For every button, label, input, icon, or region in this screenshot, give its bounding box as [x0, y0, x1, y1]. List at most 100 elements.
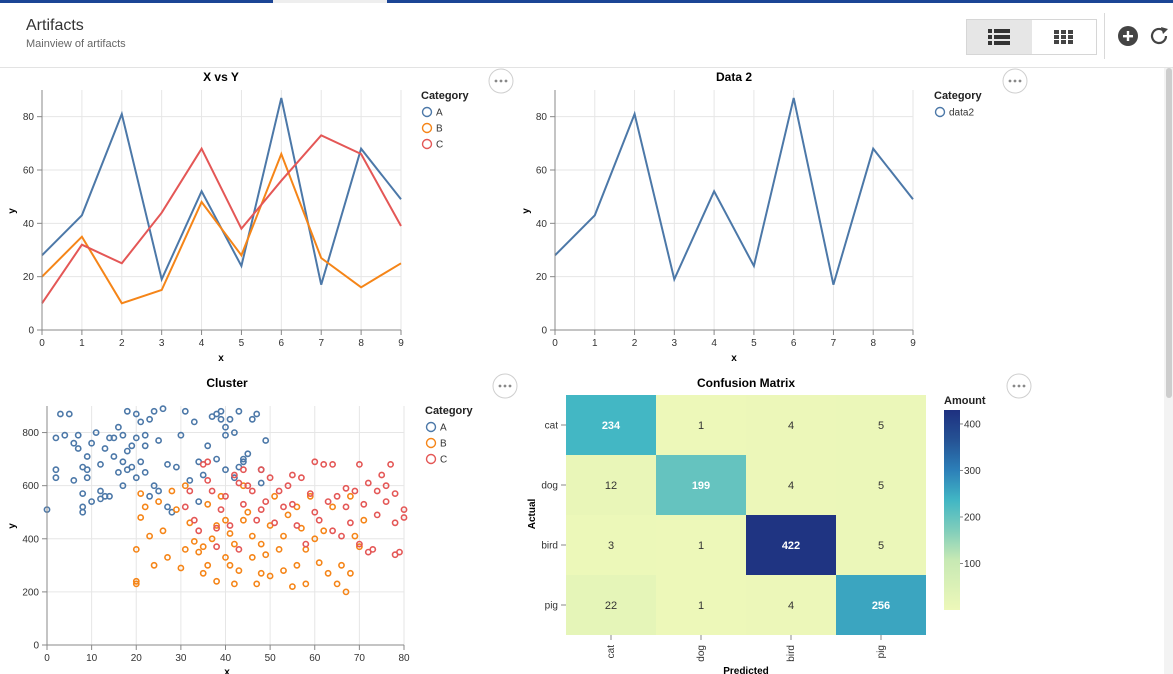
x-tick-label: 8 — [870, 338, 876, 349]
legend-label: B — [436, 124, 443, 135]
scatter-point-A — [230, 474, 238, 482]
scatter-point-C — [391, 490, 399, 497]
scatter-point-C — [239, 466, 247, 474]
scatter-point-A — [128, 463, 136, 471]
series-line-data2 — [554, 97, 914, 285]
y-tick-label: 20 — [23, 272, 35, 283]
scatter-point-B — [150, 561, 158, 569]
scatter-point-A — [123, 407, 131, 415]
scatter-point-A — [70, 439, 78, 447]
scatter-point-C — [213, 524, 220, 532]
scatter-point-B — [137, 490, 145, 497]
x-tick-label: 3 — [159, 338, 165, 349]
scatter-point-A — [164, 503, 171, 511]
scatter-point-C — [329, 460, 336, 468]
x-tick-label: 80 — [398, 653, 410, 664]
scatter-point-A — [92, 429, 100, 436]
chart-menu-button[interactable] — [492, 373, 518, 399]
scatter-point-B — [204, 500, 212, 508]
series-line-A — [41, 97, 402, 285]
x-tick-label: 20 — [131, 653, 143, 664]
scatter-point-B — [275, 545, 283, 553]
chart-series — [41, 97, 402, 305]
y-tick-label: 800 — [22, 428, 39, 439]
grid-icon — [1053, 30, 1073, 44]
y-axis-label: y — [7, 523, 18, 529]
legend-title: Category — [425, 405, 474, 417]
x-tick-label: 40 — [220, 653, 232, 664]
heatmap-value: 4 — [788, 600, 794, 612]
scatter-point-B — [244, 508, 252, 516]
scatter-point-B — [132, 545, 140, 553]
heatmap-cell — [656, 395, 746, 455]
x-tick-label: 1 — [592, 338, 598, 349]
scatter-point-A — [132, 410, 140, 418]
scatter-point-C — [382, 498, 390, 505]
scatter-point-A — [159, 405, 167, 413]
chart-series — [554, 97, 914, 285]
y-tick-label: 200 — [22, 587, 39, 598]
scatter-point-A — [128, 442, 136, 450]
scatter-point-A — [137, 458, 145, 466]
refresh-icon[interactable] — [1148, 25, 1170, 47]
scatter-point-A — [222, 423, 229, 431]
scatter-point-A — [97, 487, 104, 495]
scatter-point-C — [351, 487, 359, 495]
scatter-point-B — [226, 530, 234, 537]
chart-grid — [554, 90, 914, 331]
scatter-point-B — [333, 580, 341, 588]
x-tick-label: 0 — [44, 653, 50, 664]
x-tick-label: 4 — [199, 338, 205, 349]
x-tick-label: bird — [786, 645, 797, 662]
list-view-button[interactable] — [967, 20, 1032, 54]
scatter-point-C — [257, 466, 265, 474]
y-tick-label: 20 — [536, 272, 548, 283]
scatter-point-C — [222, 492, 229, 500]
scatter-point-B — [311, 535, 319, 543]
y-axis-label: y — [7, 208, 18, 214]
chart-menu-button[interactable] — [488, 68, 514, 94]
plus-circle-icon[interactable] — [1117, 25, 1139, 47]
legend-label: A — [440, 423, 447, 434]
scatter-point-B — [177, 564, 185, 572]
chart-menu-button[interactable] — [1006, 373, 1032, 399]
scatter-point-A — [119, 458, 127, 466]
scatter-point-A — [57, 410, 64, 418]
chart-menu-button[interactable] — [1002, 68, 1028, 94]
scatter-point-A — [141, 431, 149, 439]
scatter-point-B — [284, 511, 292, 519]
scatter-point-A — [155, 487, 162, 495]
legend-symbol — [421, 106, 433, 118]
scrollbar-thumb[interactable] — [1166, 68, 1172, 398]
scatter-point-A — [141, 442, 149, 450]
scatter-point-B — [329, 503, 336, 511]
scatter-point-C — [333, 492, 341, 500]
scatter-point-C — [360, 500, 368, 508]
scatter-point-C — [266, 474, 274, 482]
scatter-point-C — [181, 503, 189, 511]
top-accent-bar — [0, 0, 1173, 3]
legend-symbol — [421, 122, 433, 134]
heatmap-value: 12 — [605, 480, 617, 492]
scatter-point-A — [115, 423, 122, 431]
grid-view-button[interactable] — [1032, 20, 1097, 54]
y-tick-label: 400 — [22, 534, 39, 545]
scatter-point-C — [280, 503, 287, 511]
scatter-point-C — [324, 498, 332, 505]
x-tick-label: 6 — [279, 338, 285, 349]
scatter-point-B — [271, 492, 278, 500]
heatmap-cell — [566, 395, 656, 455]
scatter-point-B — [351, 532, 359, 540]
heatmap-cell — [566, 515, 656, 575]
scatter-point-C — [190, 516, 198, 524]
scatter-point-C — [235, 479, 243, 487]
legend-symbol — [425, 421, 437, 433]
scatter-point-B — [235, 567, 243, 574]
x-tick-label: 0 — [39, 338, 45, 349]
scatter-point-A — [262, 437, 270, 444]
heatmap-value: 4 — [788, 420, 794, 432]
scatter-point-A — [83, 474, 91, 482]
scatter-point-B — [230, 580, 238, 588]
